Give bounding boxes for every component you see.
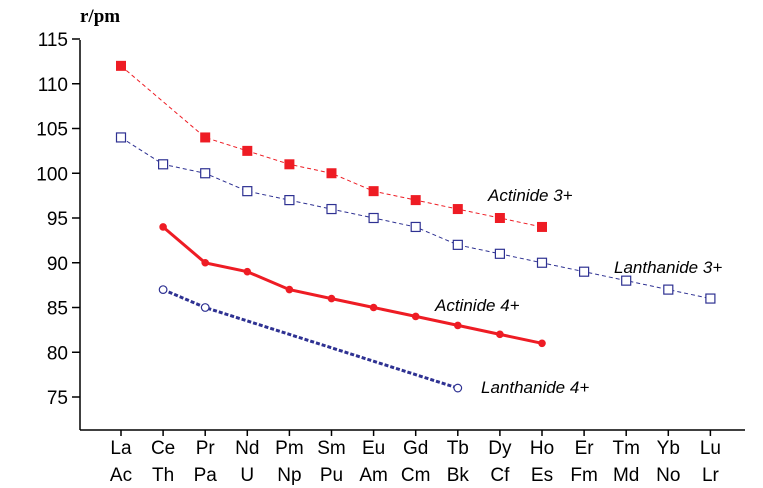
x-tick-label: Pr <box>196 438 216 459</box>
data-point <box>494 248 505 259</box>
series-line <box>120 65 543 228</box>
y-axis-label: r/pm <box>80 6 120 27</box>
x-tick-label-row2: Np <box>277 465 301 486</box>
series-labels: Actinide 3+ Lanthanide 3+ Actinide 4+ Lanth… <box>434 186 722 397</box>
x-tick-label-row2: Th <box>152 465 174 486</box>
data-point <box>326 203 337 215</box>
data-point <box>159 223 167 231</box>
x-tick-label-row2: Md <box>613 465 639 486</box>
series-name-label: Actinide 3+ <box>487 186 573 205</box>
data-point <box>494 213 505 223</box>
data-point <box>410 221 421 233</box>
data-point <box>536 257 548 268</box>
data-point <box>410 195 421 206</box>
data-point <box>452 204 463 215</box>
data-point <box>115 132 127 143</box>
x-tick-label-row2: Bk <box>447 465 470 486</box>
x-tick-label-row2: U <box>240 465 254 486</box>
data-point <box>537 221 547 232</box>
x-tick-label: Gd <box>403 438 428 459</box>
x-ticks: La Ac Ce Th Pr Pa Nd U Pm Np Sm Pu Eu Am Gd Cm Tb Bk Dy Cf H… <box>110 430 721 486</box>
x-tick-label-row2: Es <box>531 465 553 486</box>
x-tick-label-row2: Lr <box>702 465 720 486</box>
data-point <box>242 145 253 156</box>
data-point <box>368 186 379 197</box>
x-tick-label: Sm <box>317 438 346 459</box>
data-point <box>621 275 632 286</box>
series-name-label: Actinide 4+ <box>434 296 520 315</box>
x-tick-label-row2: Ac <box>110 465 132 486</box>
axes <box>79 40 745 431</box>
x-tick-label: Er <box>575 438 595 459</box>
series-markers <box>115 60 716 393</box>
data-point <box>201 258 209 267</box>
y-ticks: 75 80 85 90 95 100 105 110 115 <box>36 30 80 409</box>
series-name-label: Lanthanide 4+ <box>481 378 589 397</box>
data-point <box>158 159 169 170</box>
data-point <box>200 132 211 143</box>
data-point <box>327 294 336 303</box>
data-point <box>705 293 716 304</box>
data-point <box>158 285 168 295</box>
data-point <box>243 267 252 276</box>
data-point <box>285 285 294 294</box>
x-tick-label-row2: Am <box>359 465 388 486</box>
x-tick-label-row2: Cf <box>490 465 510 486</box>
y-tick-label: 75 <box>47 388 68 409</box>
x-tick-label: Tm <box>612 438 639 459</box>
data-point <box>326 168 337 179</box>
data-point <box>663 284 674 295</box>
x-tick-label: Yb <box>657 438 680 459</box>
x-tick-label-row2: Fm <box>570 465 597 486</box>
x-tick-label-row2: Cm <box>401 465 431 486</box>
data-point <box>242 186 253 197</box>
data-point <box>284 195 295 206</box>
data-point <box>369 303 378 312</box>
y-tick-label: 115 <box>38 30 68 51</box>
x-tick-label: Nd <box>235 438 259 459</box>
data-point <box>496 330 504 339</box>
y-tick-label: 110 <box>38 75 68 96</box>
x-tick-label: Lu <box>700 438 721 459</box>
data-point <box>200 303 210 312</box>
data-point <box>454 321 462 330</box>
data-point <box>411 312 420 321</box>
x-tick-label-row2: Pu <box>320 465 343 486</box>
x-tick-label: Dy <box>488 438 512 459</box>
x-tick-label: Tb <box>447 438 469 459</box>
x-tick-label: Pm <box>275 438 304 459</box>
y-tick-label: 100 <box>36 164 68 185</box>
data-point <box>453 383 463 393</box>
x-tick-label-row2: Pa <box>194 465 218 486</box>
data-point <box>284 159 295 170</box>
x-tick-label: Ho <box>530 438 554 459</box>
data-point <box>538 339 546 348</box>
x-tick-label-row2: No <box>656 465 680 486</box>
y-tick-label: 85 <box>47 299 68 320</box>
data-point <box>578 266 590 277</box>
series-line <box>162 225 543 345</box>
y-tick-label: 95 <box>47 209 68 230</box>
data-point <box>116 60 126 71</box>
y-tick-label: 105 <box>36 120 68 141</box>
x-tick-label: Eu <box>362 438 385 459</box>
x-tick-label: Ce <box>151 438 175 459</box>
data-point <box>452 239 463 250</box>
series-name-label: Lanthanide 3+ <box>614 258 722 277</box>
data-point <box>200 168 211 179</box>
y-tick-label: 90 <box>47 254 68 275</box>
x-tick-label: La <box>110 438 132 459</box>
y-tick-label: 80 <box>47 343 68 364</box>
data-point <box>368 212 379 224</box>
